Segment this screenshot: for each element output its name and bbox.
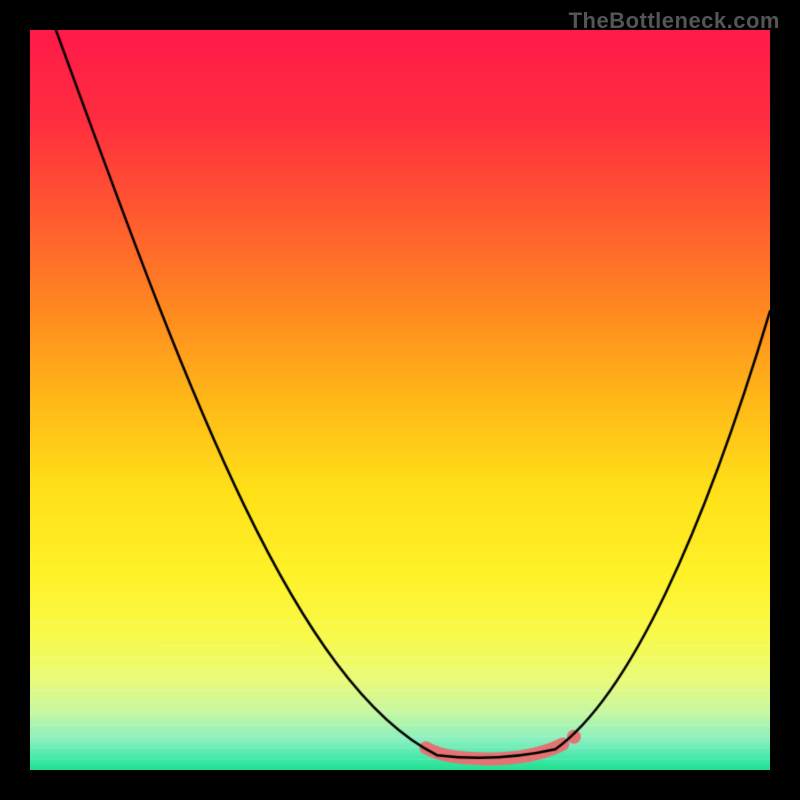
bottleneck-curve bbox=[0, 0, 800, 800]
chart-stage: TheBottleneck.com bbox=[0, 0, 800, 800]
watermark-text: TheBottleneck.com bbox=[569, 8, 780, 34]
